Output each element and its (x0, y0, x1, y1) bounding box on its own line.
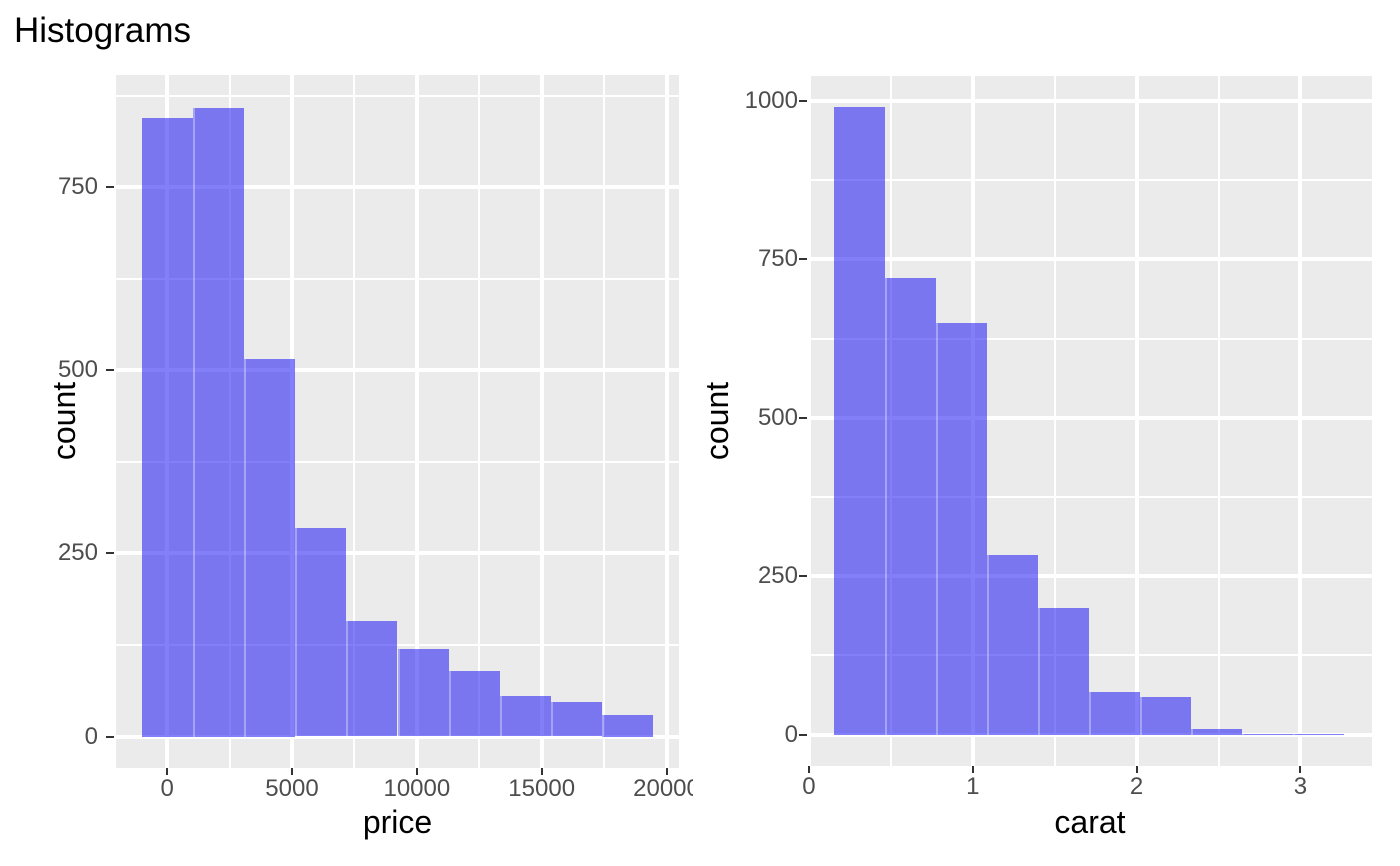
histogram-bar (397, 648, 449, 737)
minor-gridline-x (1217, 76, 1220, 766)
major-gridline-y (116, 551, 679, 556)
histogram-bar (833, 107, 885, 735)
x-axis-title-carat: carat (1054, 804, 1126, 840)
histogram-bar (192, 108, 244, 737)
major-gridline-y (808, 415, 1372, 420)
major-gridline-y (808, 257, 1372, 262)
y-tick-mark (799, 100, 807, 103)
histogram-bar (295, 527, 347, 737)
x-tick-mark (291, 768, 293, 775)
major-gridline-y (116, 368, 679, 373)
histogram-bar (1088, 691, 1140, 735)
minor-gridline-y (116, 277, 679, 280)
y-tick-label: 250 (57, 539, 98, 567)
y-tick-label: 0 (84, 722, 98, 750)
minor-gridline-y (116, 460, 679, 463)
x-tick-mark (540, 768, 543, 775)
x-tick-mark (1135, 766, 1138, 773)
x-tick-mark (415, 768, 418, 775)
x-tick-mark (807, 766, 810, 773)
plot-title: Histograms (14, 11, 191, 50)
y-tick-mark (799, 258, 807, 261)
y-tick-mark (106, 552, 114, 555)
y-tick-mark (799, 733, 807, 736)
major-gridline-y (808, 574, 1372, 579)
x-tick-label: 0 (802, 773, 816, 800)
y-tick-mark (106, 735, 114, 738)
histogram-bar (1139, 696, 1191, 735)
major-gridline-x (664, 75, 669, 768)
minor-gridline-y (116, 94, 679, 97)
major-gridline-x (414, 75, 419, 768)
y-tick-mark (799, 416, 807, 419)
x-tick-mark (971, 766, 974, 773)
y-tick-label: 0 (784, 720, 798, 748)
major-gridline-x (806, 76, 811, 766)
x-tick-label: 3 (1293, 773, 1308, 800)
price-histogram-figure: Histograms price count 0 5000 10000 15000 20… (0, 0, 693, 866)
y-tick-label: 750 (57, 173, 98, 201)
major-gridline-y (808, 99, 1372, 104)
minor-gridline-y (808, 496, 1372, 499)
x-axis-title-price: price (362, 804, 433, 840)
histogram-bar (1190, 728, 1242, 735)
histogram-bar (1037, 607, 1089, 735)
major-gridline-x (539, 75, 544, 768)
minor-gridline-x (1053, 76, 1056, 766)
y-tick-label: 500 (757, 403, 798, 431)
x-tick-label: 2 (1129, 773, 1144, 800)
histogram-bar (884, 277, 936, 735)
histogram-bar (141, 117, 193, 737)
histogram-bar (448, 670, 500, 737)
minor-gridline-y (116, 643, 679, 646)
x-tick-mark (1299, 766, 1302, 773)
y-tick-label: 250 (757, 562, 798, 590)
y-tick-label: 750 (757, 245, 798, 273)
x-tick-label: 15000 (508, 775, 576, 802)
minor-gridline-y (808, 337, 1372, 340)
histogram-bar (1241, 733, 1293, 735)
histogram-bar (346, 620, 398, 737)
histogram-bar (499, 696, 552, 737)
x-tick-label: 0 (160, 775, 174, 802)
minor-gridline-x (353, 75, 356, 768)
x-tick-label: 10000 (383, 775, 451, 802)
histogram-bar (602, 714, 654, 737)
major-gridline-y (116, 734, 679, 739)
x-tick-mark (166, 768, 169, 775)
histogram-bar (986, 555, 1038, 735)
y-tick-mark (106, 369, 114, 372)
minor-gridline-y (808, 179, 1372, 182)
major-gridline-y (116, 185, 679, 190)
x-tick-label: 5000 (265, 775, 319, 802)
y-tick-mark (106, 186, 114, 189)
x-tick-label: 1 (966, 773, 980, 800)
histogram-bar (1292, 733, 1344, 735)
histogram-bar (244, 358, 296, 737)
y-tick-label: 500 (57, 356, 98, 384)
histogram-bar (551, 702, 603, 737)
minor-gridline-x (603, 75, 606, 768)
histogram-bar (935, 322, 987, 735)
major-gridline-x (1134, 76, 1139, 766)
y-tick-mark (799, 575, 807, 578)
minor-gridline-x (478, 75, 481, 768)
y-tick-label: 1000 (744, 87, 798, 115)
major-gridline-x (1298, 76, 1303, 766)
x-tick-mark (665, 768, 668, 775)
minor-gridline-y (808, 654, 1372, 657)
